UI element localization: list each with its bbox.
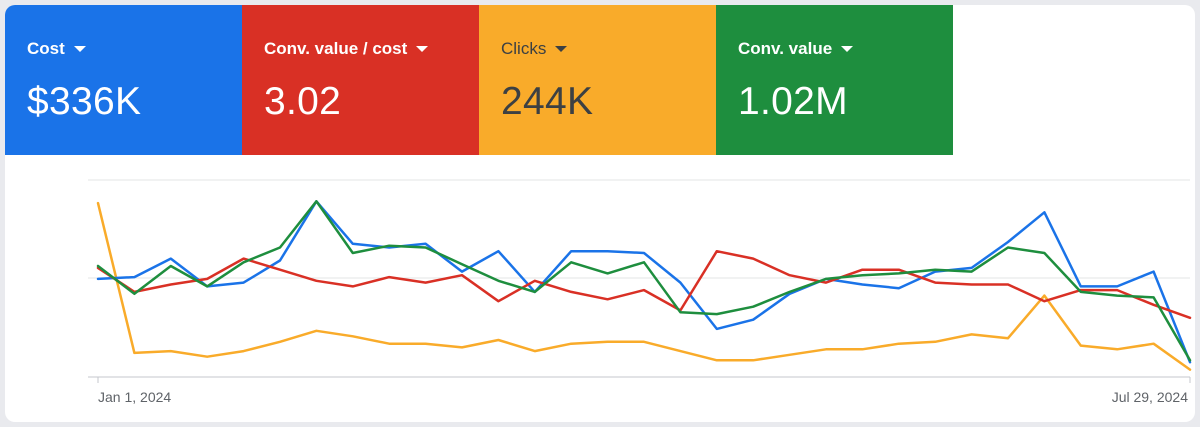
caret-down-icon[interactable]	[416, 46, 429, 52]
series-line-clicks	[96, 201, 1192, 371]
scorecard-clicks[interactable]: Clicks 244K	[479, 5, 716, 155]
metric-value: 1.02M	[738, 80, 848, 123]
metric-selector[interactable]: Clicks	[501, 38, 716, 60]
scorecards: Cost $336K Conv. value / cost 3.02 Click…	[5, 5, 953, 155]
series-line-cost	[96, 200, 1192, 364]
metric-value: $336K	[27, 80, 142, 123]
scorecard-cost[interactable]: Cost $336K	[5, 5, 242, 155]
series-line-conv-value	[96, 200, 1192, 362]
metric-selector[interactable]: Cost	[27, 38, 242, 60]
x-tick-label: Jan 1, 2024	[98, 389, 171, 405]
metric-value: 3.02	[264, 80, 342, 123]
gridlines	[88, 179, 1190, 378]
series-lines	[96, 200, 1192, 371]
caret-down-icon[interactable]	[73, 46, 86, 52]
x-axis-tick-labels: Jan 1, 2024 Jul 29, 2024	[98, 389, 1188, 405]
metric-label: Conv. value	[738, 39, 833, 58]
scorecard-conv-value[interactable]: Conv. value 1.02M	[716, 5, 953, 155]
metric-selector[interactable]: Conv. value	[738, 38, 953, 60]
caret-down-icon[interactable]	[841, 46, 854, 52]
scorecard-conv-value-per-cost[interactable]: Conv. value / cost 3.02	[242, 5, 479, 155]
metric-selector[interactable]: Conv. value / cost	[264, 38, 479, 60]
caret-down-icon[interactable]	[555, 46, 568, 52]
performance-line-chart: Jan 1, 2024 Jul 29, 2024	[88, 179, 1192, 405]
metric-label: Cost	[27, 39, 65, 58]
metric-label: Conv. value / cost	[264, 39, 408, 58]
metric-value: 244K	[501, 80, 594, 123]
x-axis	[97, 377, 1191, 383]
x-tick-label: Jul 29, 2024	[1112, 389, 1188, 405]
metric-label: Clicks	[501, 39, 547, 58]
performance-card: Cost $336K Conv. value / cost 3.02 Click…	[5, 5, 1195, 422]
series-line-conv-value-cost	[96, 249, 1192, 320]
